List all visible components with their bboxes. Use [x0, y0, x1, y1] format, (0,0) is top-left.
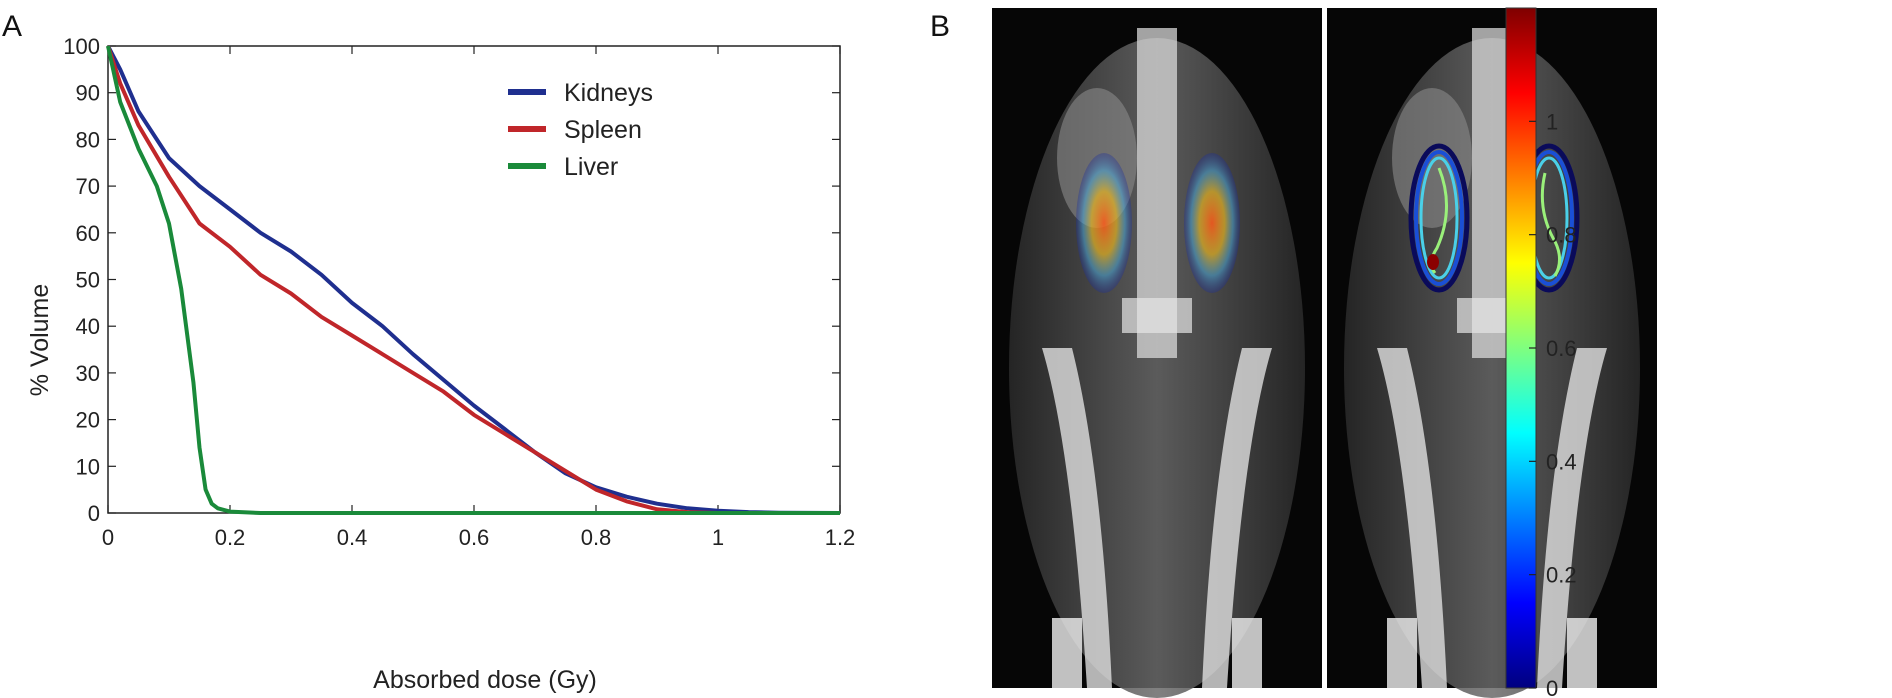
colorbar-tick-label: 0.2: [1546, 563, 1577, 588]
y-tick-label: 20: [76, 408, 100, 433]
series-line-kidneys: [106, 45, 841, 515]
y-axis-label: % Volume: [26, 284, 54, 397]
colorbar-tick-label: 0.4: [1546, 449, 1577, 474]
legend-label-kidneys: Kidneys: [564, 79, 653, 107]
x-tick-label: 1: [712, 525, 724, 550]
legend-label-liver: Liver: [564, 153, 618, 181]
colorbar-tick-label: 0: [1546, 676, 1558, 698]
x-axis-label: Absorbed dose (Gy): [373, 666, 597, 694]
ct-coronal-isodose-contours: [1327, 8, 1657, 698]
panel-label-a: A: [2, 10, 23, 43]
series-line-spleen: [106, 45, 840, 515]
y-tick-label: 70: [76, 174, 100, 199]
x-tick-label: 1.2: [825, 525, 856, 550]
y-tick-label: 100: [63, 34, 100, 59]
ct-coronal-dose-overlay: [992, 8, 1322, 698]
x-tick-label: 0.6: [459, 525, 490, 550]
y-tick-label: 50: [76, 268, 100, 293]
x-tick-label: 0.8: [581, 525, 612, 550]
colorbar-tick-label: 0.6: [1546, 336, 1577, 361]
y-tick-label: 60: [76, 221, 100, 246]
y-tick-label: 30: [76, 361, 100, 386]
y-tick-label: 10: [76, 454, 100, 479]
colorbar-tick-label: 1: [1546, 109, 1558, 134]
x-tick-label: 0.2: [215, 525, 246, 550]
legend: Kidneys Spleen Liver: [508, 79, 653, 181]
y-tick-label: 90: [76, 81, 100, 106]
colorbar: 0 0.2 0.4 0.6 0.8 1: [1505, 7, 1577, 698]
x-tick-label: 0: [102, 525, 114, 550]
colorbar-tick-label: 0.8: [1546, 223, 1577, 248]
series-line-liver: [106, 45, 840, 515]
legend-label-spleen: Spleen: [564, 116, 642, 144]
y-tick-label: 0: [88, 501, 100, 526]
ct-images: 0 0.2 0.4 0.6 0.8 1: [992, 7, 1657, 698]
plot-frame: [107, 45, 841, 514]
dvh-chart: 0 0.2 0.4 0.6 0.8 1 1.2 0 10 20 30 40 50 60 70 80 90 100 K…: [26, 34, 856, 694]
x-tick-label: 0.4: [337, 525, 368, 550]
panel-label-b: B: [930, 10, 951, 43]
y-tick-label: 40: [76, 314, 100, 339]
y-tick-label: 80: [76, 127, 100, 152]
